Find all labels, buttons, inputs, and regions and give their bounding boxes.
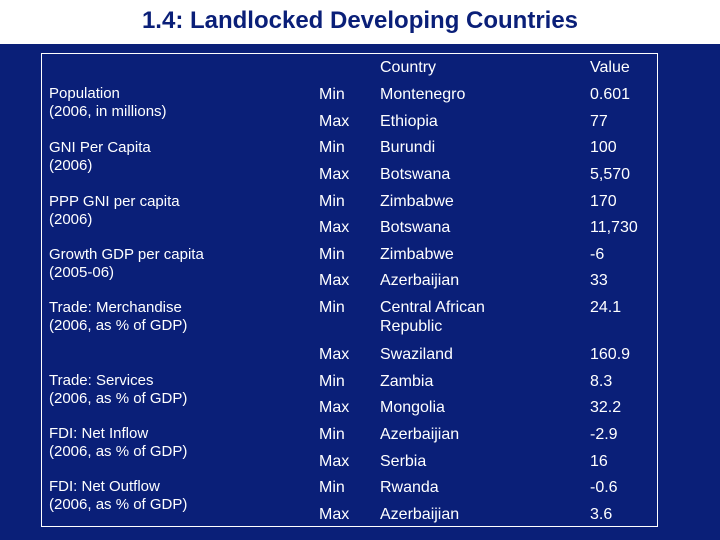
row-minmax: Max [319,399,350,416]
row-minmax: Min [319,193,345,210]
category-label: Trade: Services (2006, as % of GDP) [49,372,188,407]
row-country: Botswana [380,219,451,236]
row-value: -6 [590,246,605,263]
row-minmax: Max [319,113,350,130]
row-minmax: Max [319,166,350,183]
category-label: Population (2006, in millions) [49,85,167,120]
row-country: Azerbaijian [380,506,460,523]
row-value: 160.9 [590,346,631,363]
header-value: Value [590,59,630,76]
slide-title: 1.4: Landlocked Developing Countries [141,7,579,34]
row-country: Central African Republic [380,299,485,335]
row-country: Zambia [380,373,434,390]
category-label: Trade: Merchandise (2006, as % of GDP) [49,299,188,334]
row-minmax: Max [319,453,350,470]
row-country: Zimbabwe [380,193,454,210]
row-country: Swaziland [380,346,453,363]
row-country: Mongolia [380,399,445,416]
row-value: 170 [590,193,617,210]
row-value: 16 [590,453,608,470]
row-value: -0.6 [590,479,618,496]
row-country: Botswana [380,166,451,183]
row-country: Zimbabwe [380,246,454,263]
header-country: Country [380,59,437,76]
row-country: Azerbaijian [380,272,460,289]
row-minmax: Min [319,86,345,103]
row-value: 33 [590,272,608,289]
row-value: 3.6 [590,506,613,523]
category-label: FDI: Net Outflow (2006, as % of GDP) [49,478,188,513]
data-table [41,53,658,527]
row-country: Burundi [380,139,436,156]
title-bar [0,0,720,44]
row-country: Montenegro [380,86,466,103]
category-label: GNI Per Capita (2006) [49,139,151,174]
row-minmax: Max [319,272,350,289]
row-value: 77 [590,113,608,130]
row-minmax: Min [319,246,345,263]
row-value: 8.3 [590,373,613,390]
row-minmax: Max [319,506,350,523]
row-value: 11,730 [590,219,638,236]
category-label: PPP GNI per capita (2006) [49,193,180,228]
row-value: 32.2 [590,399,622,416]
row-value: 100 [590,139,617,156]
row-country: Serbia [380,453,427,470]
row-value: 0.601 [590,86,631,103]
row-value: 5,570 [590,166,631,183]
row-country: Azerbaijian [380,426,460,443]
row-value: -2.9 [590,426,618,443]
row-country: Ethiopia [380,113,438,130]
row-minmax: Min [319,479,345,496]
row-minmax: Min [319,139,345,156]
row-minmax: Min [319,373,345,390]
row-country: Rwanda [380,479,439,496]
row-minmax: Min [319,426,345,443]
row-value: 24.1 [590,299,622,316]
category-label: Growth GDP per capita (2005-06) [49,246,204,281]
row-minmax: Max [319,219,350,236]
row-minmax: Max [319,346,350,363]
row-minmax: Min [319,299,345,316]
category-label: FDI: Net Inflow (2006, as % of GDP) [49,425,188,460]
